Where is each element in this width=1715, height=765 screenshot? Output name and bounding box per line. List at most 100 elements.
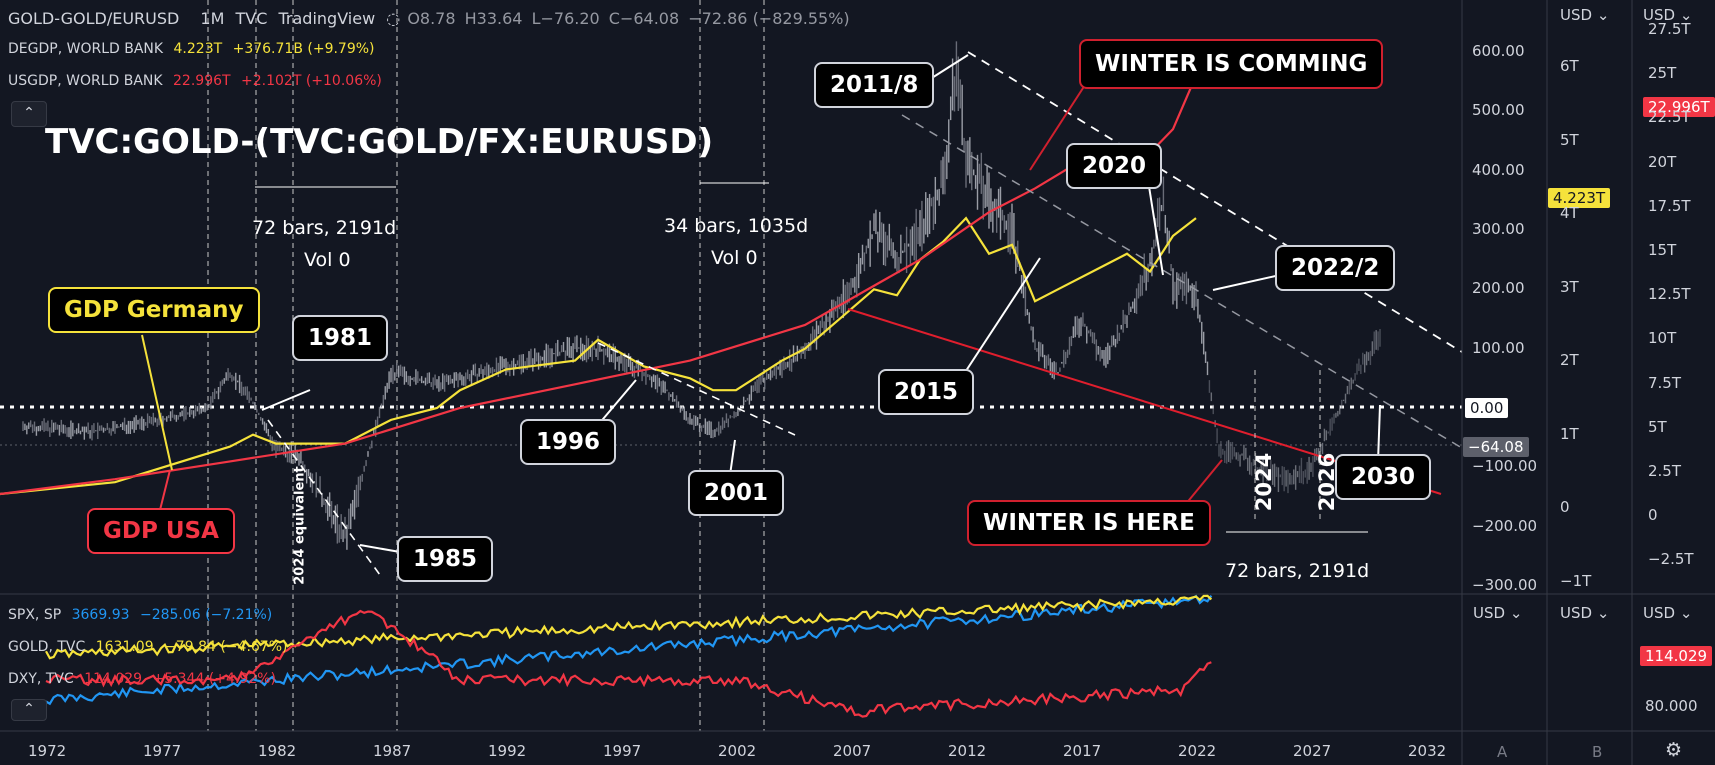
chevron-down-icon: ⌄ (1596, 604, 1610, 622)
legend-value: 114.029 (84, 671, 143, 687)
pointer-winter-here (1184, 459, 1223, 506)
callout-1985[interactable]: 1985 (397, 536, 494, 582)
usgdp-axis-tag: 22.996T (1643, 97, 1715, 117)
dxy-axis-tag: 114.029 (1640, 646, 1713, 666)
lower-series-line (45, 609, 1212, 718)
callout-gdp-usa[interactable]: GDP USA (87, 508, 235, 554)
price-tick-label: −300.00 (1472, 576, 1538, 594)
time-tick-label: 2027 (1293, 742, 1332, 760)
axis-b-tick-label: 5T (1560, 130, 1579, 149)
channel-upper-line (967, 51, 1463, 353)
legend-usgdp[interactable]: USGDP, WORLD BANK 22.996T +2.102T (+10.0… (8, 73, 388, 89)
axis-b-tick-label: 1T (1560, 424, 1579, 443)
callout-2001[interactable]: 2001 (688, 470, 785, 516)
measure-1-range: 72 bars, 2191d (252, 217, 397, 239)
callout-2022[interactable]: 2022/2 (1275, 245, 1396, 291)
callout-winter-here[interactable]: WINTER IS HERE (967, 500, 1211, 546)
axis-b-tick-label: 3T (1560, 277, 1579, 296)
gear-icon[interactable]: ⚙ (1665, 739, 1683, 761)
source-label: TVC (235, 9, 268, 28)
axis-c-tick-label: 0 (1648, 506, 1658, 525)
legend-change: +2.102T (+10.06%) (241, 73, 382, 89)
legend-degdp[interactable]: DEGDP, WORLD BANK 4.223T +376.71B (+9.79… (8, 41, 381, 57)
callout-2015[interactable]: 2015 (878, 369, 975, 415)
callout-1981[interactable]: 1981 (292, 315, 389, 361)
lower-series-line (45, 594, 1213, 706)
axis-c-tick-label: 20T (1648, 152, 1677, 171)
pointer-1985 (359, 544, 401, 553)
channel-mid-line (901, 114, 1463, 449)
axis-c-tick-label: 27.5T (1648, 20, 1691, 38)
header-legend: GOLD-GOLD/EURUSD 1M TVC TradingView ◌ O8… (8, 9, 856, 28)
time-tick-label: 2017 (1063, 742, 1102, 760)
price-tick-label: −100.00 (1472, 457, 1538, 476)
pointer-gdp-germany (141, 334, 173, 471)
time-tick-label: 2007 (833, 742, 872, 760)
axis-c-tick-label: 22.5T (1648, 108, 1691, 127)
legend-value: 3669.93 (71, 607, 130, 623)
axis-b-tick-label: 0 (1560, 498, 1570, 516)
currency-label: USD (1643, 604, 1676, 622)
vertical-marker-lines (0, 0, 1462, 731)
axis-c-tick-label: 5T (1648, 417, 1667, 436)
legend-spx[interactable]: SPX, SP 3669.93 −285.06 (−7.21%) (8, 607, 278, 623)
lower-axis-a-currency[interactable]: USD ⌄ (1473, 604, 1522, 622)
ohlc-high: H33.64 (464, 9, 523, 28)
time-tick-label: 2032 (1408, 742, 1447, 760)
chevron-down-icon: ⌄ (1596, 6, 1610, 24)
legend-dxy[interactable]: DXY, TVC 114.029 +5.344 (+4.92%) (8, 671, 282, 687)
axis-b-currency[interactable]: USD ⌄ (1560, 6, 1609, 24)
lower-axis-c-currency[interactable]: USD ⌄ (1643, 604, 1692, 622)
price-tick-label: 600.00 (1472, 42, 1525, 60)
axis-corner-b[interactable]: B (1592, 743, 1603, 761)
axis-b-tick-label: 6T (1560, 57, 1579, 75)
callout-2011[interactable]: 2011/8 (814, 62, 935, 108)
currency-label: USD (1560, 604, 1593, 622)
time-tick-label: 2002 (718, 742, 757, 760)
callout-winter-coming[interactable]: WINTER IS COMMING (1079, 39, 1384, 89)
chevron-down-icon: ⌄ (1679, 6, 1693, 24)
collapse-lower-legend-button[interactable]: ⌃ (11, 699, 47, 721)
callout-gdp-germany[interactable]: GDP Germany (48, 287, 260, 333)
legend-change: +5.344 (+4.92%) (152, 671, 276, 687)
currency-label: USD (1473, 604, 1506, 622)
pointer-gdp-usa (159, 469, 171, 511)
legend-gold[interactable]: GOLD, TVC 1631.09 −79.84 (−4.67%) (8, 639, 293, 655)
axis-c-tick-label: 10T (1648, 329, 1677, 348)
price-tick-label: 100.00 (1472, 338, 1525, 357)
measure-2-range: 34 bars, 1035d (664, 215, 809, 237)
callout-2020[interactable]: 2020 (1066, 143, 1163, 189)
crash-trend-line (267, 419, 381, 576)
legend-name: DEGDP, WORLD BANK (8, 41, 164, 57)
axis-c-tick-label: 17.5T (1648, 196, 1691, 215)
collapse-legend-button[interactable]: ⌃ (11, 101, 47, 127)
ohlc-low: L−76.20 (531, 9, 600, 28)
axis-corner-a[interactable]: A (1497, 743, 1508, 761)
axis-b-tick-label: −1T (1560, 571, 1592, 590)
lower-series-line (45, 594, 1213, 660)
callout-2030[interactable]: 2030 (1335, 454, 1432, 500)
time-tick-label: 1987 (373, 742, 412, 760)
interval-label[interactable]: 1M (200, 9, 225, 28)
pointer-winter-coming (1029, 84, 1086, 171)
vertical-label-2026: 2026 (1315, 452, 1339, 512)
currency-label: USD (1643, 6, 1676, 24)
lower-axis-tick: 80.000 (1645, 697, 1698, 715)
symbol-name[interactable]: GOLD-GOLD/EURUSD (8, 9, 180, 28)
time-tick-label: 1992 (488, 742, 527, 760)
pointer-2015 (959, 257, 1041, 381)
legend-name: GOLD, TVC (8, 639, 86, 655)
lower-axis-b-currency[interactable]: USD ⌄ (1560, 604, 1609, 622)
vertical-label-2024-equivalent: 2024 equivalent (292, 466, 308, 585)
zero-price-tag: 0.00 (1465, 398, 1509, 418)
time-tick-label: 1977 (143, 742, 182, 760)
price-tick-label: 200.00 (1472, 279, 1525, 298)
axis-b-tick-label: 2T (1560, 351, 1579, 369)
pointer-2022 (1212, 274, 1281, 291)
callout-1996[interactable]: 1996 (520, 419, 617, 465)
legend-value: 4.223T (173, 41, 223, 57)
axis-c-currency[interactable]: USD ⌄ (1643, 6, 1692, 24)
time-tick-label: 2012 (948, 742, 987, 760)
axis-c-tick-label: 25T (1648, 64, 1677, 83)
